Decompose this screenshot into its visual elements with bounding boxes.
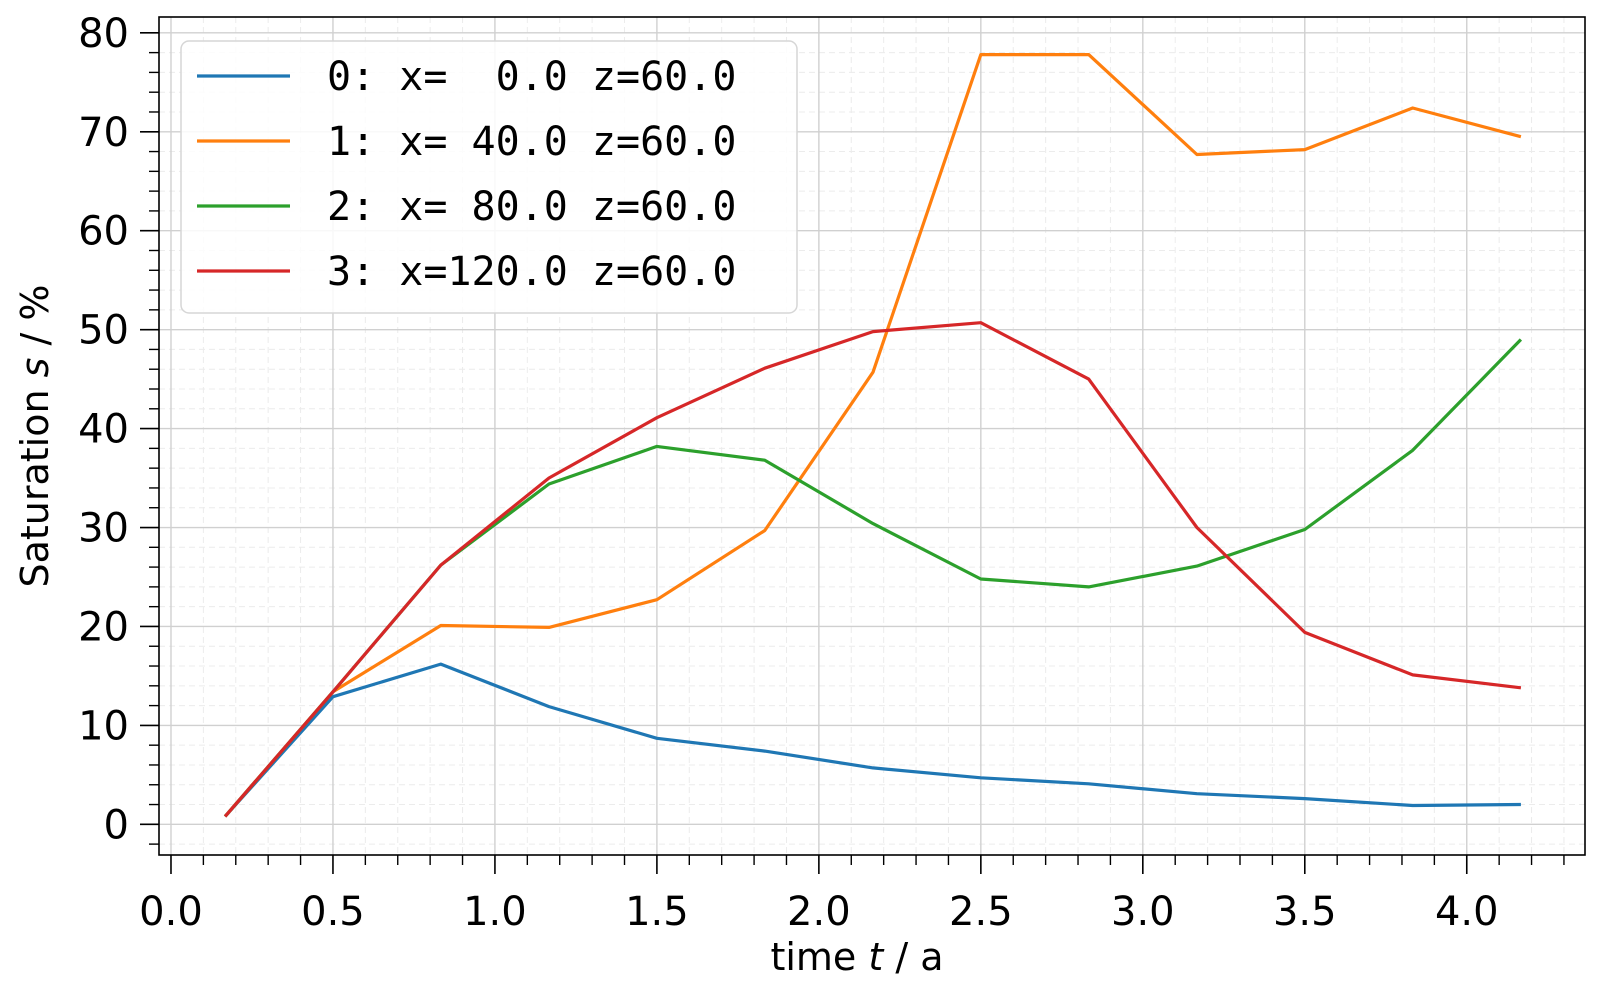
y-axis-ticks: 0 10 20 30 40 50 60 70 80	[78, 11, 159, 848]
y-axis-label: Saturation s / %	[13, 284, 57, 587]
minor-grid	[159, 17, 1585, 855]
x-tick-label: 3.0	[1111, 889, 1175, 935]
x-tick-label: 0.0	[139, 889, 203, 935]
x-tick-label: 2.0	[787, 889, 851, 935]
y-tick-label: 10	[78, 703, 129, 749]
series-line-1	[223, 52, 1522, 818]
legend-label-2: 2: x= 80.0 z=60.0	[327, 184, 736, 230]
y-tick-label: 20	[78, 604, 129, 650]
legend: 0: x= 0.0 z=60.0 1: x= 40.0 z=60.0 2: x= 8…	[180, 40, 798, 314]
series-lines	[223, 52, 1523, 818]
x-tick-label: 4.0	[1435, 889, 1499, 935]
x-tick-label: 2.5	[949, 889, 1013, 935]
x-tick-label: 1.0	[463, 889, 527, 935]
y-tick-label: 50	[78, 308, 129, 354]
plot-area	[158, 16, 1586, 856]
x-tick-label: 0.5	[301, 889, 365, 935]
y-tick-label: 60	[78, 209, 129, 255]
x-axis-ticks: 0.0 0.5 1.0 1.5 2.0 2.5 3.0 3.5 4.0	[139, 855, 1565, 935]
x-tick-label: 3.5	[1273, 889, 1337, 935]
legend-label-3: 3: x=120.0 z=60.0	[327, 249, 736, 295]
x-axis-label: time t / a	[770, 935, 943, 979]
x-tick-label: 1.5	[625, 889, 689, 935]
legend-label-0: 0: x= 0.0 z=60.0	[327, 54, 736, 100]
series-line-0	[223, 662, 1521, 818]
y-tick-label: 80	[78, 11, 129, 57]
legend-box	[180, 40, 798, 314]
y-tick-label: 0	[104, 802, 129, 848]
axes-frame	[158, 16, 1586, 856]
y-tick-label: 40	[78, 407, 129, 453]
y-tick-label: 30	[78, 506, 129, 552]
y-tick-label: 70	[78, 110, 129, 156]
series-line-3	[223, 321, 1522, 818]
legend-label-1: 1: x= 40.0 z=60.0	[327, 119, 736, 165]
